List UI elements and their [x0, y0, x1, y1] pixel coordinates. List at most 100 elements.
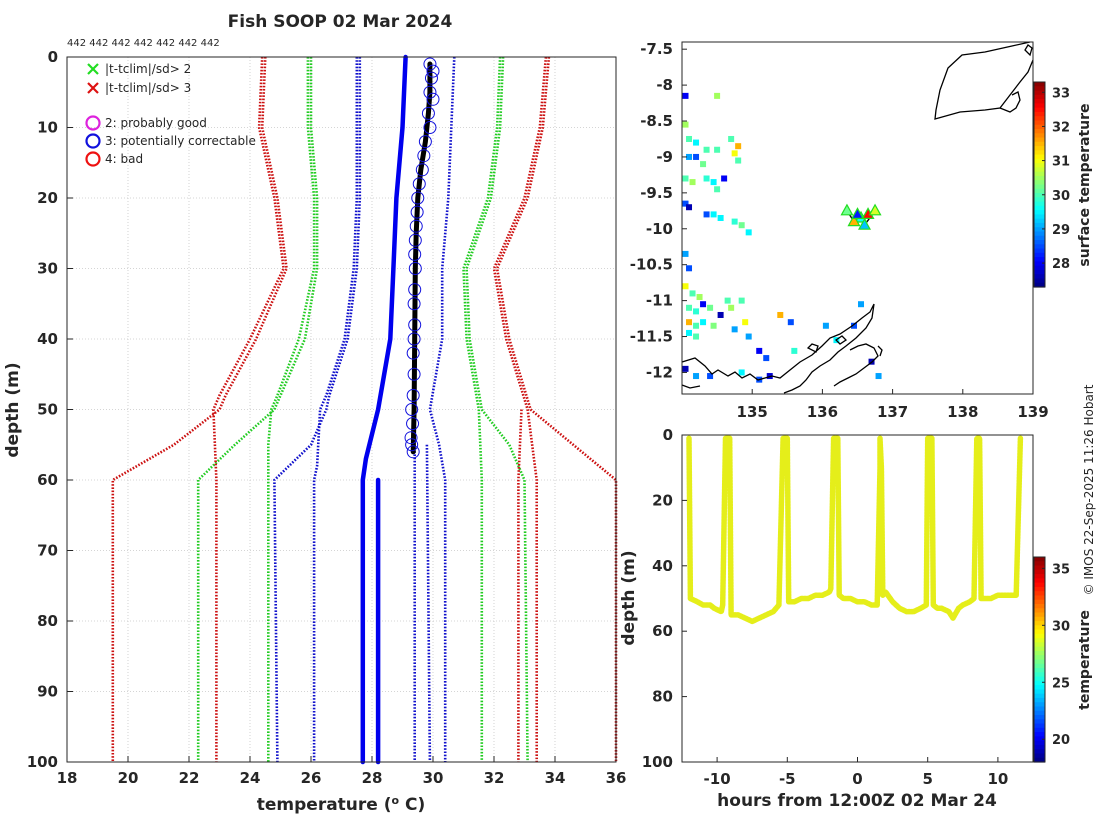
- map-y-tick-label: -10: [646, 220, 673, 238]
- observed-profile-line: [410, 61, 433, 455]
- map-sst-pixel: [858, 301, 865, 308]
- map-colorbar-segment: [1034, 111, 1045, 117]
- timeseries-colorbar-segment: [1034, 591, 1045, 597]
- map-colorbar-tick-label: 32: [1052, 120, 1070, 135]
- map-colorbar-segment: [1034, 171, 1045, 177]
- map-sst-pixel: [745, 229, 752, 236]
- map-colorbar-segment: [1034, 184, 1045, 190]
- map-colorbar-segment: [1034, 175, 1045, 181]
- profile-y-tick-label: 90: [37, 683, 58, 701]
- map-sst-pixel: [693, 322, 700, 329]
- map-colorbar-segment: [1034, 180, 1045, 186]
- timeseries-colorbar-segment: [1034, 633, 1045, 639]
- map-colorbar-segment: [1034, 193, 1045, 198]
- flag3-circle-marker: [408, 318, 422, 332]
- flag3-circle-marker: [423, 121, 437, 134]
- map-sst-pixel: [693, 153, 700, 160]
- profile-series-line: [212, 56, 285, 762]
- map-colorbar-segment: [1034, 248, 1045, 254]
- map-colorbar-segment: [1034, 278, 1045, 284]
- map-colorbar-segment: [1034, 201, 1045, 207]
- map-sst-pixel: [731, 218, 738, 225]
- flag3-circle-marker: [406, 417, 420, 431]
- timeseries-colorbar-segment: [1034, 740, 1045, 746]
- coast-segment: [999, 91, 1021, 113]
- timeseries-colorbar-segment: [1034, 753, 1045, 759]
- timeseries-colorbar-segment: [1034, 655, 1045, 661]
- map-sst-pixel: [707, 373, 714, 380]
- timeseries-colorbar-segment: [1034, 557, 1045, 562]
- timeseries-colorbar-segment: [1034, 629, 1045, 635]
- map-colorbar-segment: [1034, 90, 1045, 96]
- timeseries-colorbar-segment: [1034, 642, 1045, 648]
- profile-series-line: [273, 57, 362, 763]
- timeseries-colorbar-segment: [1034, 565, 1045, 571]
- profile-x-tick-label: 28: [362, 769, 383, 787]
- map-sst-pixel: [700, 161, 707, 168]
- timeseries-colorbar-segment: [1034, 574, 1045, 579]
- timeseries-x-tick-label: 5: [922, 770, 932, 788]
- map-colorbar-segment: [1034, 141, 1045, 147]
- map-sst-pixel: [689, 290, 696, 297]
- flag3-circle-marker: [411, 191, 425, 205]
- map-colorbar-segment: [1034, 197, 1045, 203]
- timeseries-colorbar-segment: [1034, 612, 1045, 618]
- map-colorbar-segment: [1034, 227, 1045, 233]
- coast-segment: [806, 343, 819, 353]
- flag3-circle-marker: [408, 283, 422, 297]
- flag3-circle-marker: [410, 205, 424, 219]
- map-sst-pixel: [703, 211, 710, 218]
- timeseries-colorbar-segment: [1034, 749, 1045, 755]
- flag3-circle-marker: [409, 219, 423, 233]
- map-y-tick-label: -10.5: [630, 256, 673, 274]
- map-colorbar-segment: [1034, 269, 1045, 275]
- map-sst-pixel: [717, 215, 724, 221]
- timeseries-colorbar-segment: [1034, 638, 1045, 644]
- flag3-circle-marker: [412, 177, 426, 191]
- map-colorbar-segment: [1034, 205, 1045, 211]
- flag3-circle-marker: [405, 438, 419, 452]
- timeseries-colorbar-segment: [1034, 697, 1045, 703]
- map-sst-pixel: [686, 329, 693, 336]
- map-station-marker: [868, 203, 882, 216]
- map-sst-pixel: [710, 322, 717, 329]
- map-y-tick-label: -8: [656, 76, 673, 94]
- map-axes-box: [681, 41, 1034, 395]
- flag3-circle-marker: [404, 431, 418, 445]
- flag3-circle-marker: [423, 57, 437, 71]
- coast-segment: [1024, 44, 1033, 57]
- map-colorbar-segment: [1034, 137, 1045, 143]
- profile-x-tick-label: 22: [179, 769, 200, 787]
- map-colorbar-segment: [1034, 94, 1045, 100]
- coast-segment: [681, 384, 701, 389]
- profile-series-line: [196, 57, 319, 762]
- timeseries-colorbar-segment: [1034, 569, 1045, 575]
- timeseries-colorbar-segment: [1034, 668, 1045, 673]
- map-sst-pixel: [693, 139, 700, 146]
- timeseries-colorbar-segment: [1034, 599, 1045, 605]
- map-sst-pixel: [745, 333, 752, 340]
- map-sst-pixel: [777, 311, 784, 318]
- timeseries-x-tick-label: 0: [852, 770, 862, 788]
- map-sst-pixel: [721, 175, 728, 182]
- map-colorbar-segment: [1034, 235, 1045, 241]
- map-sst-pixel: [731, 326, 738, 333]
- map-sst-pixel: [682, 121, 689, 128]
- map-colorbar-segment: [1034, 252, 1045, 258]
- map-colorbar-segment: [1034, 154, 1045, 160]
- profile-chart: 18 20 22 24 26 28 30 32 34 36 0 10 20 30 40 50 60 70 80 90 1…: [3, 48, 626, 815]
- legend-circle-marker: [85, 115, 101, 131]
- timeseries-colorbar-segment: [1034, 710, 1045, 716]
- map-colorbar-frame: [1033, 81, 1046, 288]
- map-sst-pixel: [703, 146, 710, 153]
- profile-x-tick-label: 32: [484, 769, 505, 787]
- legend-x-marker: [87, 63, 99, 75]
- map-x-tick-label: 135: [737, 403, 768, 421]
- map-colorbar-segment: [1034, 116, 1045, 122]
- map-sst-pixel: [693, 333, 700, 340]
- profile-top-annotation: 442 442 442 442 442 442 442: [67, 38, 220, 49]
- timeseries-colorbar-segment: [1034, 578, 1045, 584]
- profile-y-tick-label: 100: [27, 753, 58, 771]
- profile-series-line: [465, 56, 529, 763]
- profile-x-tick-label: 18: [57, 769, 78, 787]
